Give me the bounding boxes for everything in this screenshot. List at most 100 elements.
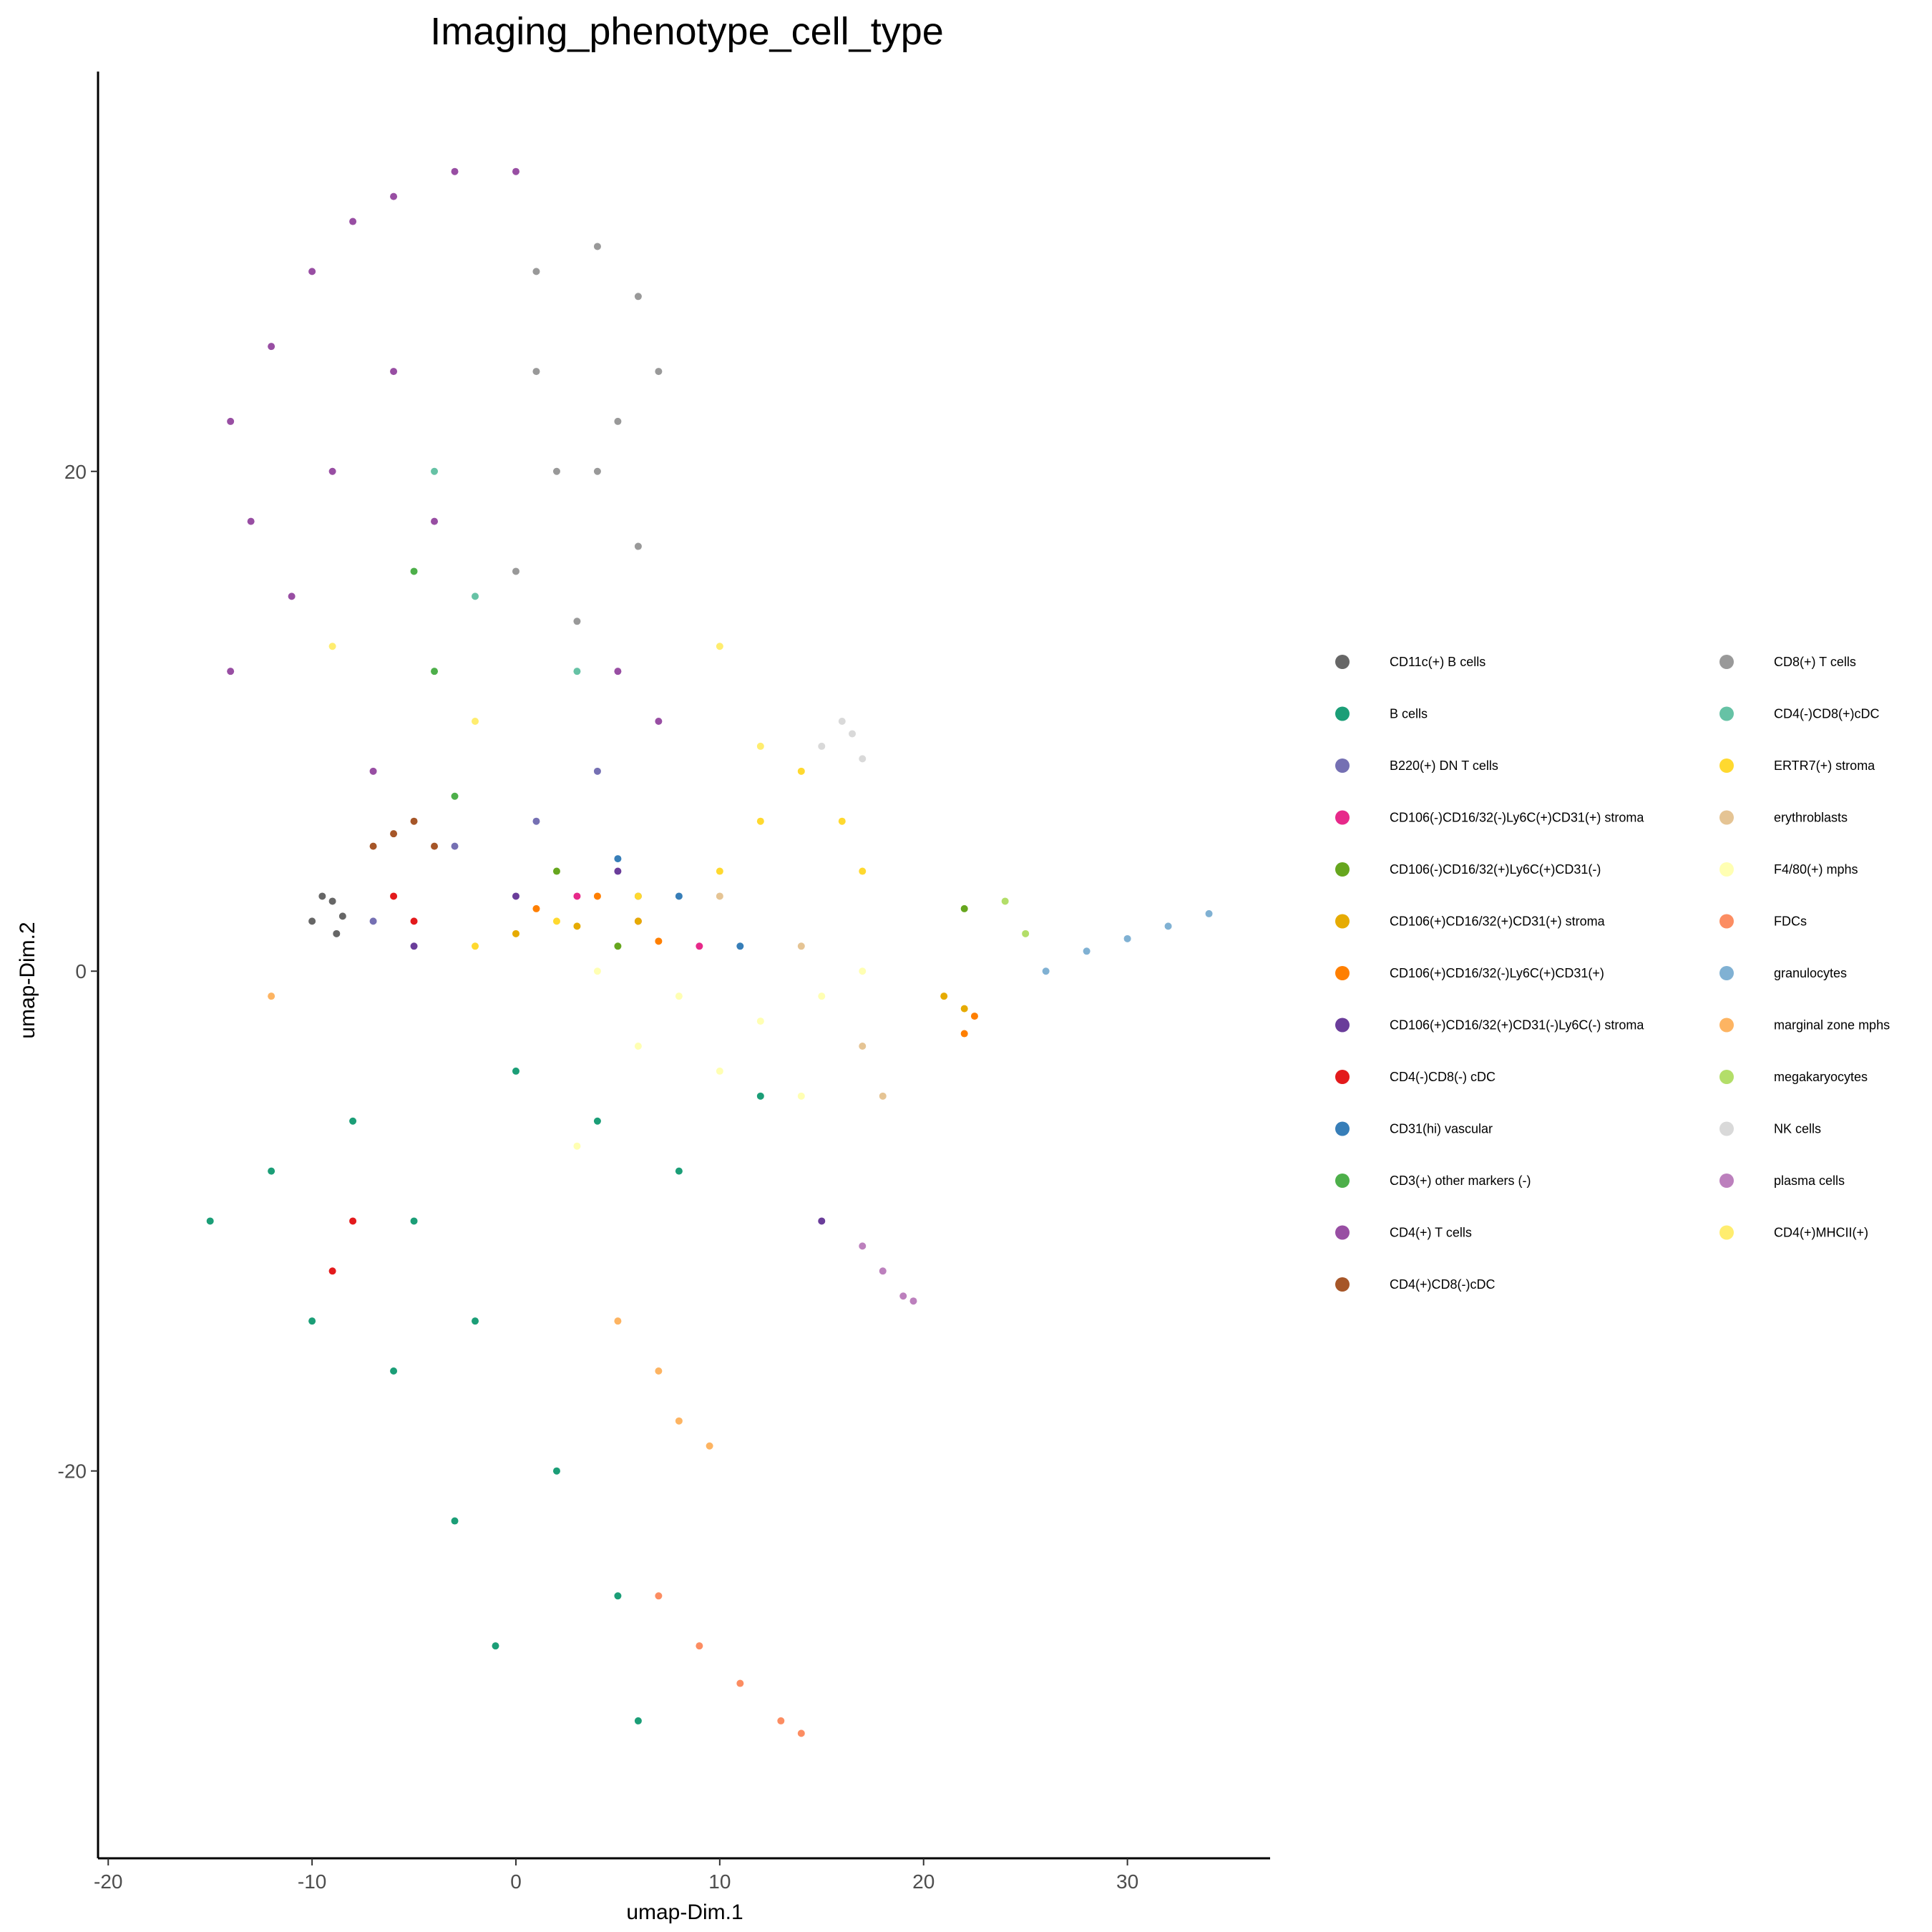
data-point (634, 1043, 642, 1050)
legend-label: erythroblasts (1774, 811, 1848, 825)
legend-item: CD4(+) T cells (1335, 1225, 1472, 1240)
data-point (593, 467, 601, 475)
series-22 (818, 718, 867, 763)
legend-label: CD4(-)CD8(+)cDC (1774, 707, 1880, 721)
data-point (614, 855, 622, 863)
data-point (512, 167, 519, 175)
legend-key (1719, 966, 1734, 980)
legend-item: CD3(+) other markers (-) (1335, 1174, 1531, 1188)
data-point (410, 917, 418, 925)
data-point (614, 417, 622, 425)
series-5 (512, 917, 968, 1013)
legend-item: F4/80(+) mphs (1719, 862, 1858, 877)
data-point (756, 1092, 764, 1100)
data-point (859, 967, 867, 975)
data-point (227, 417, 235, 425)
data-point (1083, 947, 1091, 955)
data-point (634, 542, 642, 550)
data-point (899, 1292, 907, 1300)
legend-key (1719, 914, 1734, 929)
legend-item: CD4(+)CD8(-)cDC (1335, 1277, 1496, 1292)
data-point (818, 742, 826, 750)
series-12 (369, 817, 439, 850)
data-point (328, 467, 336, 475)
data-point (696, 1642, 703, 1650)
legend-key (1719, 1070, 1734, 1084)
data-point (573, 668, 581, 675)
data-point (532, 368, 540, 376)
data-point (512, 892, 519, 900)
data-point (1022, 930, 1030, 937)
data-point (593, 1117, 601, 1125)
x-tick-label: 20 (912, 1870, 935, 1893)
data-point (849, 730, 857, 738)
legend-label: marginal zone mphs (1774, 1018, 1890, 1033)
series-17 (573, 967, 867, 1150)
legend-label: granulocytes (1774, 966, 1847, 980)
legend-item: CD11c(+) B cells (1335, 655, 1485, 669)
data-point (797, 1729, 805, 1737)
data-point (675, 1417, 683, 1425)
data-point (268, 992, 275, 1000)
data-point (318, 892, 326, 900)
legend-key (1719, 1225, 1734, 1240)
legend-key (1335, 862, 1350, 877)
data-point (410, 567, 418, 575)
data-point (431, 517, 439, 525)
x-tick-label: -20 (94, 1870, 122, 1893)
series-18 (655, 1592, 805, 1737)
legend-item: CD4(-)CD8(+)cDC (1719, 706, 1880, 721)
legend-key (1719, 810, 1734, 825)
data-point (431, 467, 439, 475)
data-point (859, 1043, 867, 1050)
data-point (1205, 909, 1213, 917)
series-21 (1001, 897, 1030, 937)
data-point (247, 517, 255, 525)
series-19 (1042, 909, 1213, 975)
data-point (614, 1592, 622, 1600)
data-point (634, 293, 642, 301)
data-point (472, 592, 479, 600)
data-point (614, 942, 622, 950)
legend-item: B cells (1335, 706, 1428, 721)
series-0 (308, 892, 346, 937)
data-point (451, 167, 459, 175)
data-point (716, 892, 723, 900)
data-point (573, 1142, 581, 1150)
data-point (675, 892, 683, 900)
legend-label: NK cells (1774, 1122, 1821, 1136)
data-point (451, 792, 459, 800)
x-tick-label: 0 (510, 1870, 522, 1893)
legend-label: B220(+) DN T cells (1390, 758, 1498, 773)
data-point (227, 668, 235, 675)
data-point (909, 1297, 917, 1305)
data-point (349, 218, 357, 225)
data-point (675, 992, 683, 1000)
legend-label: CD4(+)CD8(-)cDC (1390, 1277, 1496, 1292)
data-point (328, 643, 336, 650)
y-tick-label: 0 (75, 960, 87, 982)
data-point (1123, 935, 1131, 942)
data-point (390, 368, 398, 376)
series-20 (268, 992, 713, 1450)
data-point (338, 912, 346, 920)
data-point (655, 937, 663, 945)
data-point (736, 1679, 744, 1687)
legend-item: megakaryocytes (1719, 1070, 1868, 1084)
legend-label: FDCs (1774, 914, 1807, 929)
data-point (431, 842, 439, 850)
y-axis-ticks: -20 0 20 (58, 461, 98, 1483)
data-point (492, 1642, 499, 1650)
data-point (970, 1013, 978, 1020)
series-10 (410, 567, 459, 800)
series-16 (716, 892, 887, 1100)
legend-item: CD106(+)CD16/32(+)CD31(-)Ly6C(-) stroma (1335, 1018, 1644, 1033)
legend-key (1335, 1121, 1350, 1136)
legend-key (1335, 1174, 1350, 1188)
data-point (410, 817, 418, 825)
legend-item: NK cells (1719, 1121, 1821, 1136)
legend-key (1335, 706, 1350, 721)
legend-item: FDCs (1719, 914, 1807, 929)
data-point (349, 1217, 357, 1225)
data-point (859, 755, 867, 763)
